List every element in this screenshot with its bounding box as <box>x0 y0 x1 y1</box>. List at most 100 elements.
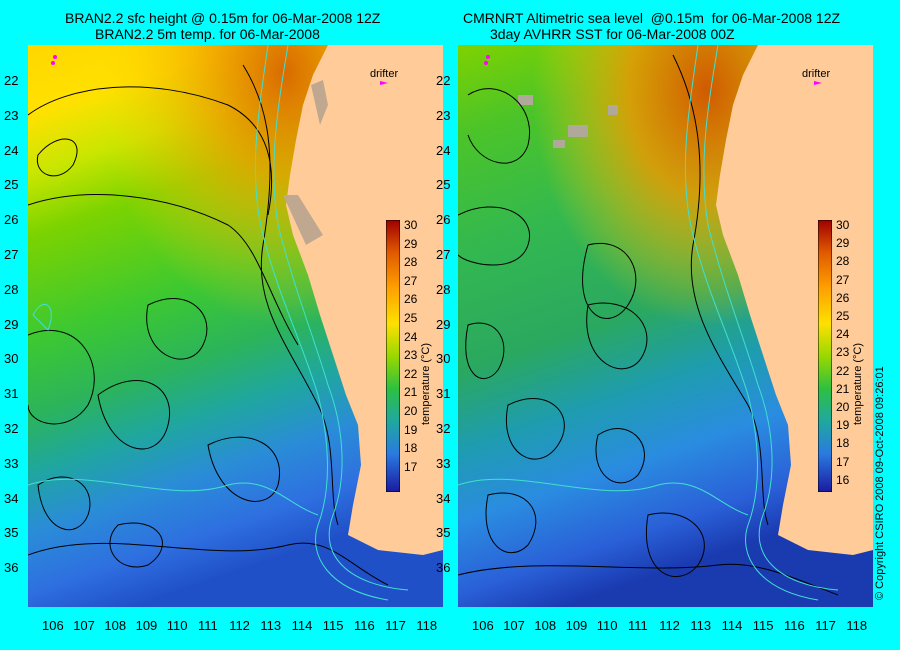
longitude-label: 109 <box>135 618 158 633</box>
colorbar-tick-label: 26 <box>836 290 850 305</box>
latitude-label: 32 <box>4 421 19 436</box>
longitude-label: 109 <box>565 618 588 633</box>
colorbar-tick-label: 27 <box>836 272 850 287</box>
colorbar-tick-label: 21 <box>836 381 850 396</box>
right-title-line2: 3day AVHRR SST for 06-Mar-2008 00Z <box>490 26 735 42</box>
longitude-label: 113 <box>690 618 712 633</box>
longitude-label: 118 <box>846 618 868 633</box>
right-colorbar-label: temperature (°C) <box>852 342 864 425</box>
longitude-label: 115 <box>752 618 774 633</box>
colorbar-tick-label: 22 <box>836 363 850 378</box>
latitude-label: 26 <box>436 212 451 228</box>
longitude-label: 110 <box>166 618 188 633</box>
longitude-label: 116 <box>784 618 805 633</box>
colorbar-tick-label: 28 <box>836 254 850 269</box>
colorbar-tick-label: 27 <box>404 273 418 288</box>
longitude-label: 107 <box>73 618 95 633</box>
right-drifter-marker <box>484 55 822 85</box>
longitude-label: 114 <box>291 618 313 633</box>
colorbar-tick-label: 25 <box>836 309 850 323</box>
longitude-label: 114 <box>721 618 743 633</box>
latitude-label: 31 <box>436 386 451 402</box>
colorbar-tick-label: 24 <box>836 327 850 342</box>
latitude-label: 30 <box>4 351 19 367</box>
longitude-label: 106 <box>472 618 494 633</box>
latitude-label: 28 <box>436 281 451 297</box>
latitude-label: 35 <box>4 525 19 541</box>
right-colorbar-ramp <box>817 219 833 493</box>
colorbar-tick-label: 23 <box>836 345 850 360</box>
latitude-label: 34 <box>436 490 451 506</box>
latitude-label: 30 <box>436 351 451 367</box>
latitude-label: 29 <box>4 316 19 332</box>
latitude-label: 26 <box>4 212 19 228</box>
colorbar-tick-label: 19 <box>836 418 850 433</box>
latitude-label: 35 <box>436 525 451 541</box>
colorbar-tick-label: 17 <box>404 459 418 474</box>
longitude-label: 111 <box>198 618 218 633</box>
longitude-label: 106 <box>42 618 64 633</box>
latitude-label: 23 <box>436 107 451 123</box>
latitude-label: 28 <box>4 281 19 297</box>
copyright-text: © Copyright CSIRO 2008 09-Oct-2008 09:26… <box>874 366 886 600</box>
colorbar-tick-label: 16 <box>836 472 850 487</box>
latitude-label: 29 <box>436 316 451 332</box>
right-drifter-label: drifter <box>802 68 831 80</box>
latitude-label: 25 <box>4 177 19 193</box>
colorbar-tick-label: 24 <box>404 329 418 344</box>
latitude-label: 36 <box>436 560 451 576</box>
longitude-label: 107 <box>503 618 525 633</box>
latitude-label: 22 <box>436 73 451 88</box>
left-colorbar-ramp <box>385 219 401 493</box>
right-title-line1: CMRNRT Altimetric sea level @0.15m for 0… <box>463 10 841 26</box>
latitude-label: 31 <box>4 386 19 402</box>
colorbar-tick-label: 26 <box>404 292 418 307</box>
left-colorbar: temperature (°C) 30 29 28 27 26 25 24 23 22 21 20 1… <box>385 218 432 497</box>
latitude-label: 24 <box>436 142 451 158</box>
colorbar-tick-label: 23 <box>404 348 418 363</box>
longitude-label: 108 <box>534 618 557 633</box>
longitude-label: 117 <box>815 618 836 633</box>
right-land <box>716 45 873 555</box>
latitude-label: 27 <box>4 247 19 262</box>
left-drifter-marker <box>51 55 388 85</box>
latitude-label: 27 <box>436 247 451 262</box>
colorbar-tick-label: 18 <box>404 441 418 456</box>
left-land <box>286 45 443 555</box>
longitude-label: 111 <box>628 618 648 633</box>
longitude-label: 115 <box>322 618 344 633</box>
longitude-label: 116 <box>354 618 375 633</box>
longitude-label: 118 <box>416 618 438 633</box>
left-map-panel <box>28 45 443 607</box>
latitude-label: 32 <box>436 421 451 436</box>
longitude-label: 110 <box>596 618 618 633</box>
colorbar-tick-label: 22 <box>404 366 418 381</box>
left-colorbar-label: temperature (°C) <box>420 342 432 425</box>
latitude-label: 24 <box>4 142 19 158</box>
colorbar-tick-label: 20 <box>836 400 850 414</box>
colorbar-tick-label: 20 <box>404 404 418 418</box>
colorbar-tick-label: 30 <box>836 218 850 232</box>
longitude-label: 108 <box>104 618 127 633</box>
left-title-line1: BRAN2.2 sfc height @ 0.15m for 06-Mar-20… <box>65 10 381 26</box>
colorbar-tick-label: 29 <box>836 236 850 251</box>
left-map-svg <box>28 45 443 607</box>
colorbar-tick-label: 28 <box>404 255 418 270</box>
right-map-panel <box>458 45 873 607</box>
latitude-label: 25 <box>436 177 451 193</box>
left-title-line2: BRAN2.2 5m temp. for 06-Mar-2008 <box>95 26 320 42</box>
colorbar-tick-label: 18 <box>836 436 850 451</box>
colorbar-tick-label: 21 <box>404 385 418 400</box>
latitude-label: 36 <box>4 560 19 576</box>
colorbar-tick-label: 30 <box>404 218 418 232</box>
left-drifter-label: drifter <box>370 68 399 80</box>
right-map-svg <box>458 45 873 607</box>
longitude-label: 117 <box>385 618 406 633</box>
right-colorbar: temperature (°C) 30 29 28 27 26 25 24 23 22 21 20 1… <box>817 218 864 497</box>
latitude-label: 33 <box>436 455 451 471</box>
latitude-label: 33 <box>4 455 19 471</box>
longitude-label: 113 <box>260 618 282 633</box>
latitude-label: 22 <box>4 73 19 88</box>
colorbar-tick-label: 17 <box>836 454 850 469</box>
colorbar-tick-label: 29 <box>404 236 418 251</box>
